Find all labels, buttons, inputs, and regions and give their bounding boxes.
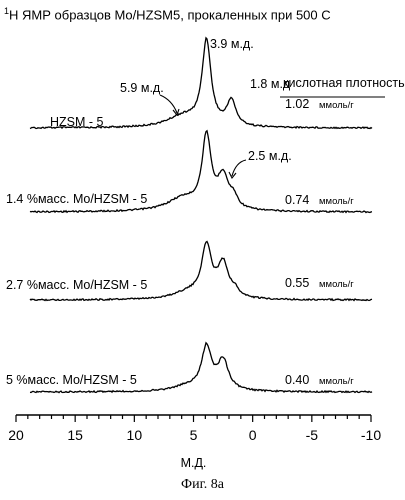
- density-value-1: 1.02: [285, 97, 309, 111]
- x-tick-label: 15: [67, 427, 83, 443]
- x-tick-label: -10: [361, 427, 381, 443]
- annotation-2-5: 2.5 м.д.: [248, 149, 292, 163]
- annotation-arrow-2-5: [231, 159, 247, 177]
- annotation-3-9: 3.9 м.д.: [210, 37, 254, 51]
- x-tick-label: -5: [306, 427, 319, 443]
- title-text: Н ЯМР образцов Mo/HZSM5, прокаленных при…: [9, 7, 331, 23]
- density-unit-4: ммоль/г: [319, 376, 354, 387]
- annotation-arrow-5-9: [159, 94, 178, 114]
- series-label-3: 2.7 %масс. Mo/HZSM - 5: [6, 278, 147, 292]
- nmr-chart: HZSM - 5 1.4 %масс. Mo/HZSM - 5 2.7 %масс.…: [6, 36, 405, 470]
- series-label-4: 5 %масс. Mo/HZSM - 5: [6, 373, 137, 387]
- x-tick-label: 0: [249, 427, 257, 443]
- density-unit-3: ммоль/г: [319, 279, 354, 290]
- figure-title: 1Н ЯМР образцов Mo/HZSM5, прокаленных пр…: [4, 6, 331, 22]
- series-label-2: 1.4 %масс. Mo/HZSM - 5: [6, 192, 147, 206]
- density-value-3: 0.55: [285, 276, 309, 290]
- series-trace-2: [29, 129, 373, 214]
- density-unit-1: ммоль/г: [319, 100, 354, 111]
- x-tick-label: 10: [127, 427, 143, 443]
- density-header: кислотная плотность: [283, 76, 405, 90]
- x-tick-label: 5: [190, 427, 198, 443]
- annotation-1-8: 1.8 м.д: [250, 77, 291, 91]
- density-unit-2: ммоль/г: [319, 196, 354, 207]
- x-tick-label: 20: [8, 427, 24, 443]
- x-axis-label: М.Д.: [181, 456, 207, 470]
- title-superscript: 1: [4, 6, 10, 16]
- annotation-arrowhead-2-5: [228, 171, 237, 180]
- density-value-2: 0.74: [285, 193, 309, 207]
- series-trace-4: [29, 341, 373, 394]
- annotation-5-9: 5.9 м.д.: [120, 81, 164, 95]
- series-trace-1: [29, 36, 373, 130]
- figure-caption: Фиг. 8a: [181, 477, 224, 492]
- density-value-4: 0.40: [285, 373, 309, 387]
- series-trace-3: [29, 240, 373, 302]
- annotation-arrowhead-5-9: [172, 108, 180, 117]
- series-label-1: HZSM - 5: [50, 115, 104, 129]
